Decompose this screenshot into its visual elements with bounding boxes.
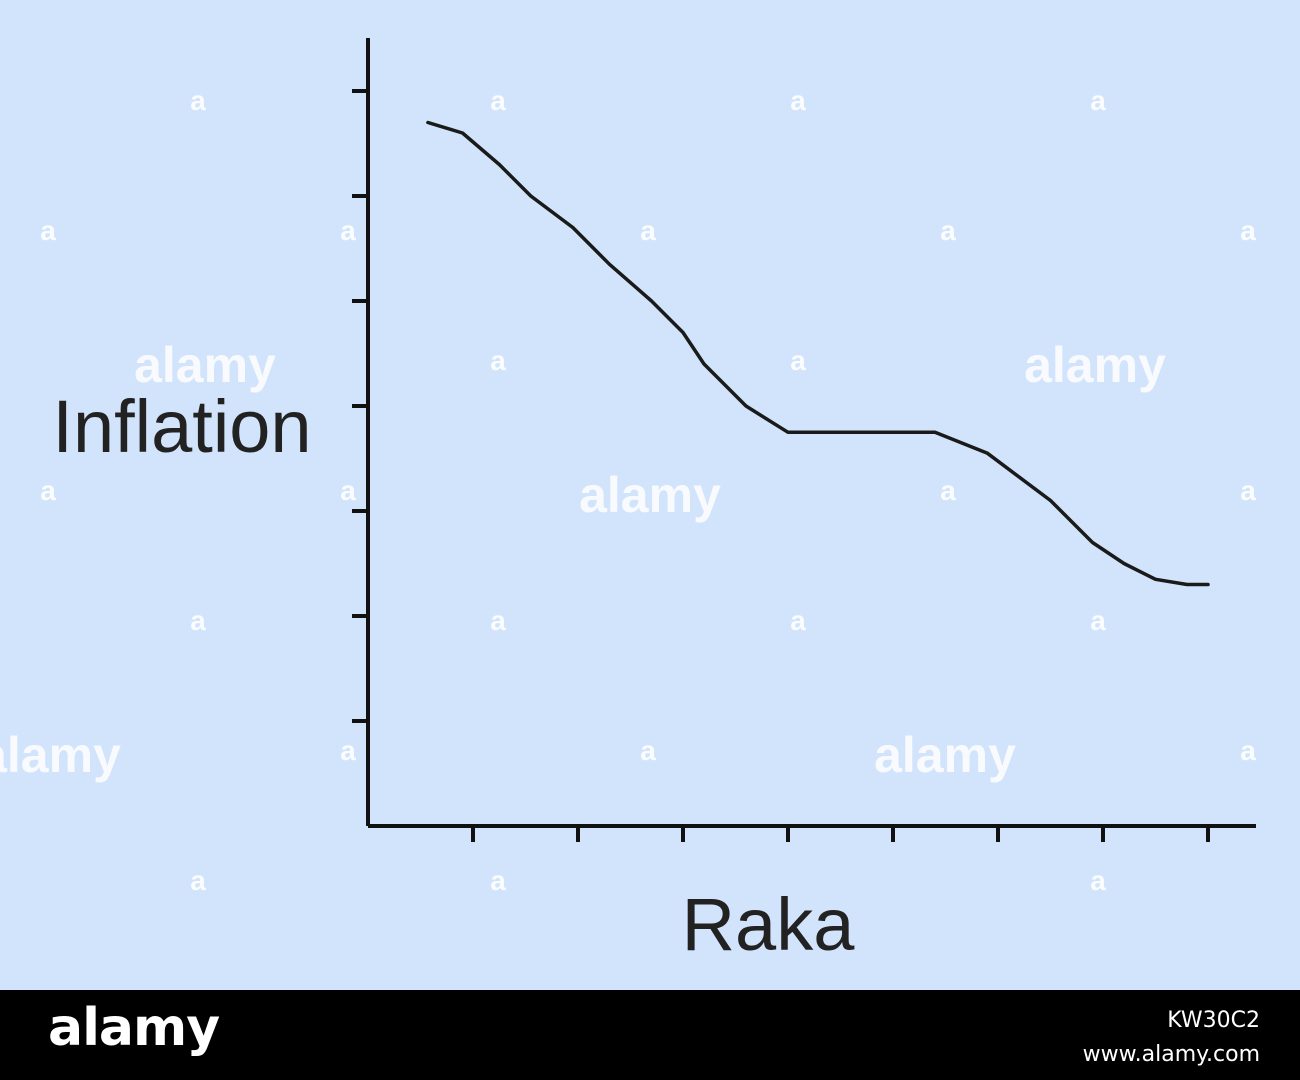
watermark-mark: a <box>940 215 956 246</box>
watermark-mark: a <box>190 865 206 896</box>
watermark-mark: a <box>1240 475 1256 506</box>
chart-panel: a a a a a a a a a a a a a a a a a a a a a a a a a alamy alamy alamy… <box>0 0 1300 990</box>
watermark-mark: a <box>1240 215 1256 246</box>
watermark-mark: a <box>790 85 806 116</box>
watermark-text: alamy <box>579 467 721 523</box>
watermark-text: alamy <box>134 337 276 393</box>
watermark-mark: a <box>490 865 506 896</box>
x-axis-label: Raka <box>682 883 856 966</box>
watermark-text: alamy <box>874 727 1016 783</box>
watermark-mark: a <box>790 605 806 636</box>
watermark-mark: a <box>640 215 656 246</box>
watermark-mark: a <box>940 475 956 506</box>
watermark-mark: a <box>640 735 656 766</box>
watermark-mark: a <box>1090 85 1106 116</box>
watermark-mark: a <box>490 605 506 636</box>
watermark-mark: a <box>40 215 56 246</box>
axes <box>352 38 1256 842</box>
watermark-mark: a <box>490 85 506 116</box>
footer-logo: alamy <box>48 998 220 1058</box>
series-line <box>426 120 1210 587</box>
watermark-mark: a <box>1240 735 1256 766</box>
watermark-text: alamy <box>1024 337 1166 393</box>
watermark-mark: a <box>340 215 356 246</box>
watermark-mark: a <box>1090 605 1106 636</box>
footer-bar: alamy KW30C2 www.alamy.com <box>0 990 1300 1080</box>
inflation-chart: a a a a a a a a a a a a a a a a a a a a a a a a a alamy alamy alamy… <box>0 0 1300 990</box>
watermark-layer: a a a a a a a a a a a a a a a a a a a a a a a a a alamy alamy alamy… <box>0 85 1256 896</box>
series-layer <box>426 120 1210 587</box>
footer-credit: KW30C2 www.alamy.com <box>1083 1004 1260 1072</box>
watermark-mark: a <box>340 735 356 766</box>
watermark-mark: a <box>790 345 806 376</box>
y-axis-label: Inflation <box>52 385 311 468</box>
watermark-mark: a <box>190 85 206 116</box>
site-url: www.alamy.com <box>1082 1042 1260 1067</box>
image-id: KW30C2 <box>1167 1008 1260 1033</box>
watermark-mark: a <box>490 345 506 376</box>
watermark-mark: a <box>40 475 56 506</box>
watermark-mark: a <box>1090 865 1106 896</box>
watermark-text: alamy <box>0 727 121 783</box>
watermark-mark: a <box>340 475 356 506</box>
watermark-mark: a <box>190 605 206 636</box>
